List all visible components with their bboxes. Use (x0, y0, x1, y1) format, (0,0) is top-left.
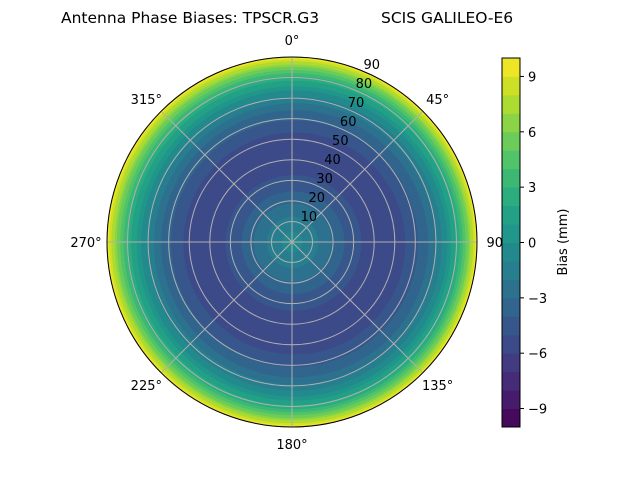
colorbar-level (502, 131, 520, 151)
radial-tick-label: 90 (364, 58, 381, 73)
radial-tick-label: 80 (356, 77, 373, 92)
colorbar-level (502, 58, 520, 77)
colorbar-tick-label: −6 (528, 347, 547, 362)
colorbar-level (502, 224, 520, 243)
colorbar-tick-label: 0 (528, 237, 536, 252)
colorbar-level (502, 187, 520, 207)
angular-gridline (160, 110, 293, 243)
colorbar-level (502, 408, 520, 428)
colorbar-level (502, 113, 520, 133)
angular-gridline (160, 241, 293, 374)
angle-tick-labels: 0°45°90°135°180°225°270°315° (70, 34, 509, 453)
radial-tick-label: 30 (316, 172, 333, 187)
colorbar-tick-label: −9 (528, 403, 547, 418)
radial-tick-label: 50 (332, 134, 349, 149)
radial-tick-label: 20 (308, 191, 325, 206)
polar-grid (106, 56, 478, 428)
chart-title-left: Antenna Phase Biases: TPSCR.G3 (61, 9, 319, 27)
colorbar-tick-label: 9 (528, 70, 536, 85)
radial-tick-label: 40 (324, 153, 341, 168)
radial-tick-labels: 10 20 30 40 50 60 70 80 90 (301, 58, 380, 225)
colorbar-tick-label: 6 (528, 126, 536, 141)
angle-tick-label: 0° (285, 34, 300, 49)
colorbar-level (502, 242, 520, 262)
colorbar-level (502, 260, 520, 280)
angle-tick-label: 270° (70, 236, 101, 251)
colorbar-level (502, 150, 520, 170)
angle-tick-label: 180° (276, 438, 307, 453)
colorbar-level (502, 205, 520, 225)
colorbar-level (502, 316, 520, 336)
colorbar-level (502, 371, 520, 391)
colorbar-label: Bias (mm) (556, 209, 571, 276)
radial-tick-label: 10 (301, 210, 318, 225)
colorbar-level (502, 168, 520, 188)
angle-tick-label: 45° (426, 93, 449, 108)
radial-tick-label: 70 (348, 96, 365, 111)
colorbar-tick-label: 3 (528, 181, 536, 196)
polar-frame (106, 56, 478, 428)
radial-tick-label: 60 (340, 115, 357, 130)
angle-tick-label: 315° (131, 93, 162, 108)
colorbar: −9 −6 −3 0 3 6 9 (501, 57, 547, 428)
colorbar-level (502, 279, 520, 299)
colorbar-tick-label: −3 (528, 292, 547, 307)
colorbar-level (502, 297, 520, 317)
colorbar-level (502, 76, 520, 96)
angular-gridline (291, 110, 424, 243)
colorbar-level (502, 353, 520, 373)
colorbar-level (502, 334, 520, 354)
angular-gridline (291, 241, 424, 374)
colorbar-level (502, 94, 520, 114)
chart-title-right: SCIS GALILEO-E6 (381, 9, 513, 27)
angle-tick-label: 135° (422, 379, 453, 394)
angle-tick-label: 225° (131, 379, 162, 394)
colorbar-level (502, 390, 520, 410)
